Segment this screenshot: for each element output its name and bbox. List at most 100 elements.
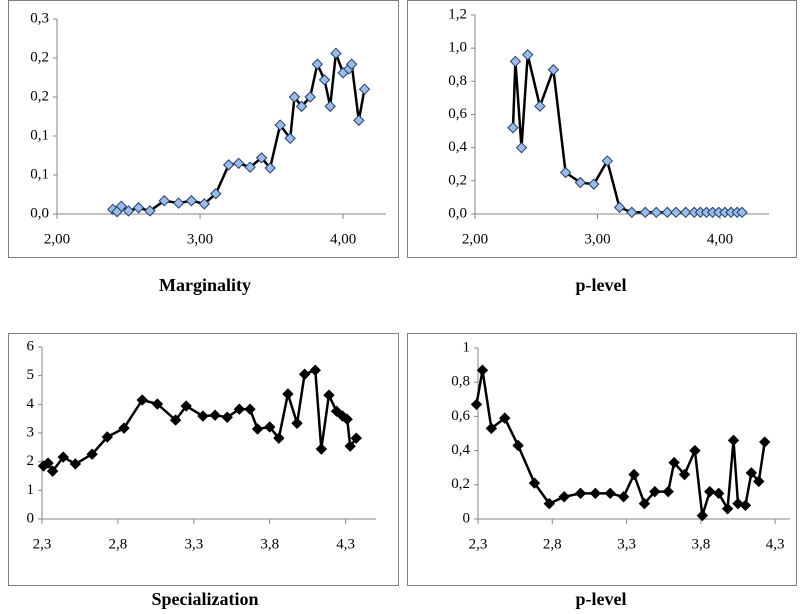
x-tick-label: 2,3: [469, 536, 488, 552]
y-tick-label: 1: [463, 339, 471, 355]
data-marker: [649, 485, 661, 498]
data-marker: [721, 503, 734, 515]
y-tick-label: 1,2: [448, 6, 467, 22]
y-tick-label: 0,8: [451, 374, 470, 390]
data-marker: [574, 487, 587, 500]
data-marker: [144, 205, 156, 217]
data-marker: [589, 487, 602, 500]
data-marker: [315, 443, 328, 455]
data-marker: [650, 206, 663, 219]
chart-caption: Marginality: [159, 275, 251, 295]
x-tick-label: 2,8: [543, 536, 562, 552]
data-marker: [282, 388, 294, 400]
y-tick-label: 0,2: [30, 49, 49, 65]
x-tick-label: 4,3: [766, 536, 785, 552]
y-tick-label: 6: [27, 338, 35, 354]
data-marker: [507, 122, 519, 134]
data-marker: [324, 100, 336, 113]
chart-caption: p-level: [576, 589, 627, 609]
y-tick-label: 0,6: [451, 408, 470, 424]
data-marker: [470, 398, 483, 411]
data-marker: [185, 195, 198, 207]
y-tick-label: 0,1: [30, 127, 49, 143]
data-marker: [604, 487, 616, 500]
data-marker: [736, 206, 748, 219]
data-marker: [534, 100, 546, 112]
data-marker: [727, 434, 740, 447]
x-tick-label: 3,8: [691, 536, 710, 552]
data-marker: [499, 412, 511, 424]
y-tick-label: 5: [27, 367, 35, 383]
data-marker: [251, 423, 264, 435]
data-marker: [559, 166, 572, 179]
data-marker: [264, 421, 276, 433]
data-marker: [753, 475, 765, 488]
data-marker: [547, 64, 560, 76]
data-marker: [759, 436, 771, 448]
data-marker: [330, 47, 342, 60]
data-marker: [341, 413, 353, 425]
data-marker: [696, 509, 709, 522]
data-marker: [626, 206, 638, 219]
x-tick-label: 3,00: [584, 231, 610, 247]
x-tick-label: 4,3: [336, 536, 355, 552]
data-marker: [233, 403, 246, 415]
data-marker: [132, 202, 145, 214]
panel-frame: [407, 333, 797, 586]
data-marker: [613, 201, 626, 214]
data-marker: [221, 411, 233, 423]
data-marker: [158, 195, 170, 207]
data-marker: [115, 200, 128, 212]
data-line: [511, 53, 742, 214]
y-tick-label: 0,4: [448, 139, 467, 155]
y-tick-label: 0,0: [448, 205, 467, 221]
data-marker: [662, 485, 674, 498]
data-marker: [169, 414, 182, 426]
data-marker: [101, 431, 113, 443]
y-tick-label: 1: [27, 482, 35, 498]
data-marker: [704, 485, 716, 498]
data-marker: [601, 155, 614, 167]
data-marker: [350, 432, 362, 444]
x-tick-label: 3,8: [260, 536, 279, 552]
data-marker: [197, 410, 209, 422]
x-tick-label: 2,00: [44, 231, 70, 247]
data-marker: [198, 198, 211, 210]
x-tick-label: 2,00: [462, 231, 488, 247]
y-tick-label: 3: [27, 424, 35, 440]
x-tick-label: 2,3: [33, 536, 52, 552]
data-marker: [336, 410, 349, 422]
panel-frame: [8, 333, 399, 586]
data-marker: [476, 364, 489, 376]
data-marker: [222, 159, 235, 171]
data-marker: [180, 400, 192, 412]
y-tick-label: 0,1: [30, 166, 49, 182]
data-marker: [558, 491, 570, 503]
chart-caption: p-level: [576, 275, 627, 295]
y-tick-label: 0,2: [451, 476, 470, 492]
data-marker: [712, 487, 725, 500]
data-marker: [264, 162, 276, 174]
data-marker: [588, 178, 600, 190]
data-marker: [515, 141, 528, 154]
data-marker: [210, 188, 222, 200]
y-tick-label: 0,8: [448, 73, 467, 89]
data-marker: [330, 405, 343, 417]
y-tick-label: 0,3: [30, 10, 49, 26]
data-marker: [118, 422, 130, 434]
data-marker: [638, 497, 651, 510]
data-marker: [209, 409, 221, 421]
data-marker: [42, 457, 54, 469]
data-marker: [670, 206, 682, 219]
data-marker: [288, 91, 301, 103]
data-marker: [732, 497, 744, 510]
data-marker: [69, 458, 82, 470]
data-marker: [298, 368, 311, 380]
data-marker: [344, 440, 356, 452]
data-marker: [661, 206, 674, 219]
y-tick-label: 0,2: [30, 88, 49, 104]
data-marker: [668, 456, 680, 469]
y-tick-label: 0: [27, 510, 35, 526]
data-marker: [689, 444, 701, 457]
x-tick-label: 3,3: [617, 536, 636, 552]
